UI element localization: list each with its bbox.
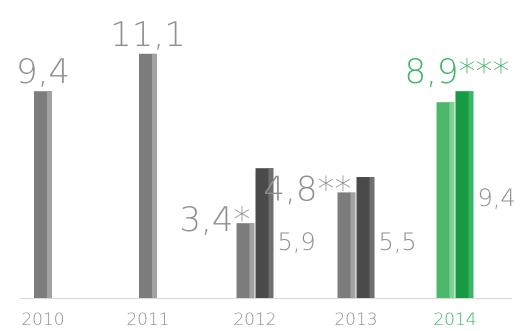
- data-label-2013-a: 4,8**: [263, 169, 351, 209]
- category-label-2011: 2011: [126, 310, 169, 330]
- bar-2012-b: [255, 168, 274, 298]
- bar-2012-a-shade: [249, 223, 255, 298]
- category-label-2013: 2013: [334, 310, 377, 330]
- bars-layer: [20, 53, 512, 299]
- bar-2011-shade: [152, 53, 157, 298]
- bar-2014-b-shade: [468, 91, 474, 298]
- bar-2014-a-shade: [449, 102, 455, 298]
- bar-2013-b-shade: [369, 177, 375, 298]
- data-label-2012-b: 5,9: [278, 228, 316, 256]
- bar-2014-b: [455, 91, 474, 298]
- data-label-2013-b: 5,5: [379, 228, 417, 256]
- bar-2012-b-shade: [268, 168, 274, 298]
- data-label-2012-a: 3,4*: [179, 200, 250, 240]
- labels-layer: 9,4 2010 11,1 2011 3,4* 5,9 2012 4,8** 5,5 2013 8,…: [16, 15, 516, 330]
- category-label-2012: 2012: [233, 310, 276, 330]
- bar-2013-a-shade: [350, 192, 356, 298]
- bar-2013-a: [337, 192, 356, 298]
- bar-2010-shade: [47, 91, 52, 298]
- bar-2013-b: [356, 177, 375, 298]
- data-label-2011: 11,1: [110, 15, 186, 55]
- bar-2014-a: [436, 102, 455, 298]
- category-label-2014: 2014: [433, 310, 476, 330]
- data-label-2014-b: 9,4: [478, 184, 516, 212]
- bar-2012-a: [236, 223, 255, 298]
- data-label-2010: 9,4: [16, 52, 70, 92]
- bar-2010: [34, 91, 52, 298]
- bar-2011: [139, 53, 157, 298]
- category-label-2010: 2010: [21, 310, 64, 330]
- data-label-2014-a: 8,9***: [404, 52, 509, 92]
